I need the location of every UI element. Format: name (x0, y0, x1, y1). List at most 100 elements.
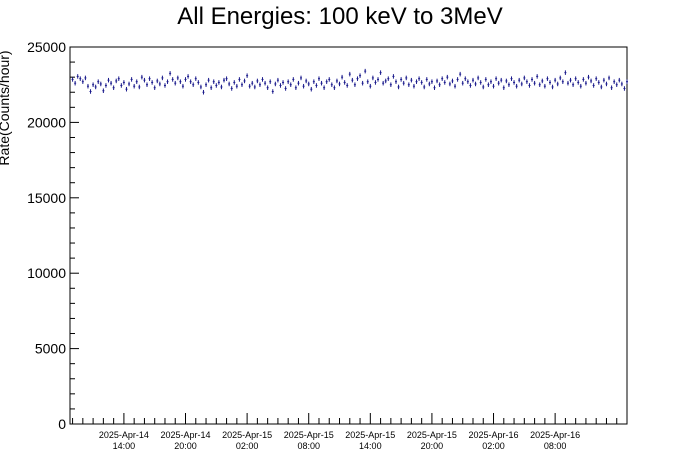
data-point (582, 77, 585, 82)
data-point (538, 82, 541, 87)
data-point (133, 83, 136, 89)
data-point (518, 77, 521, 83)
data-point (225, 76, 228, 81)
data-point (525, 79, 528, 84)
data-point (513, 80, 516, 85)
data-point (171, 77, 174, 82)
data-point (520, 81, 523, 87)
data-point (543, 83, 546, 89)
data-point (148, 76, 151, 81)
data-point (359, 73, 362, 78)
data-point (387, 76, 390, 81)
data-point (238, 77, 241, 82)
data-point (620, 81, 623, 87)
data-point (294, 85, 297, 90)
data-point (454, 83, 457, 89)
data-point (143, 77, 146, 83)
data-point (400, 77, 403, 82)
data-point (246, 73, 249, 78)
data-point (574, 76, 577, 81)
data-point (269, 79, 272, 84)
data-point (279, 83, 282, 88)
data-point (415, 79, 418, 84)
data-point (189, 79, 192, 84)
data-point (348, 71, 351, 77)
data-point (464, 76, 467, 81)
data-point (251, 80, 254, 86)
data-point (300, 75, 303, 81)
data-point (602, 77, 605, 83)
data-point (223, 77, 226, 83)
data-point (572, 82, 575, 87)
data-point (151, 80, 154, 85)
data-point (600, 84, 603, 90)
data-point (258, 82, 261, 87)
x-tick-label-date: 2025-Apr-16 (530, 430, 580, 440)
data-point (138, 84, 141, 90)
data-point (122, 80, 125, 85)
data-point (610, 85, 613, 90)
data-point (187, 74, 190, 79)
data-point (507, 82, 510, 87)
data-point (533, 80, 536, 86)
data-series (71, 68, 628, 95)
data-point (156, 78, 159, 84)
data-point (369, 83, 372, 89)
data-point (392, 74, 395, 79)
y-tick-label: 20000 (27, 114, 66, 130)
data-point (428, 81, 431, 87)
data-point (333, 85, 336, 90)
data-point (89, 89, 92, 94)
x-tick-label-time: 14:00 (113, 441, 136, 451)
data-point (212, 79, 215, 84)
y-tick-label: 25000 (27, 39, 66, 55)
data-point (407, 82, 410, 87)
data-point (487, 82, 490, 87)
data-point (361, 80, 364, 86)
data-point (166, 79, 169, 84)
data-point (163, 83, 166, 88)
data-point (405, 75, 408, 81)
data-point (271, 89, 274, 94)
y-axis: 0 5000 10000 15000 20000 25000 (27, 39, 79, 432)
data-point (377, 77, 380, 82)
data-point (351, 77, 354, 83)
data-point (564, 70, 567, 75)
data-point (146, 82, 149, 87)
data-point (420, 80, 423, 85)
data-point (74, 80, 77, 86)
x-tick-label-date: 2025-Apr-14 (99, 430, 149, 440)
data-point (608, 75, 611, 81)
data-point (623, 86, 626, 91)
data-point (389, 82, 392, 87)
data-point (176, 75, 179, 81)
data-point (528, 83, 531, 88)
data-point (117, 76, 120, 81)
data-point (605, 81, 608, 87)
plot-frame (69, 46, 628, 425)
data-point (84, 75, 87, 81)
data-point (482, 84, 485, 90)
y-tick-label: 0 (58, 416, 66, 432)
data-point (243, 78, 246, 84)
data-point (197, 80, 200, 85)
data-point (471, 77, 474, 83)
data-point (446, 74, 449, 80)
data-point (235, 83, 238, 89)
data-point (556, 81, 559, 87)
data-point (199, 84, 202, 90)
data-point (174, 80, 177, 86)
data-point (276, 77, 279, 83)
data-point (217, 80, 220, 85)
data-point (233, 80, 236, 85)
data-point (140, 74, 143, 80)
data-point (412, 83, 415, 89)
data-point (502, 85, 505, 90)
data-point (495, 76, 498, 81)
data-point (104, 83, 107, 88)
data-point (307, 81, 310, 87)
data-point (587, 74, 590, 80)
data-point (328, 77, 331, 82)
data-point (81, 79, 84, 84)
data-point (505, 78, 508, 84)
